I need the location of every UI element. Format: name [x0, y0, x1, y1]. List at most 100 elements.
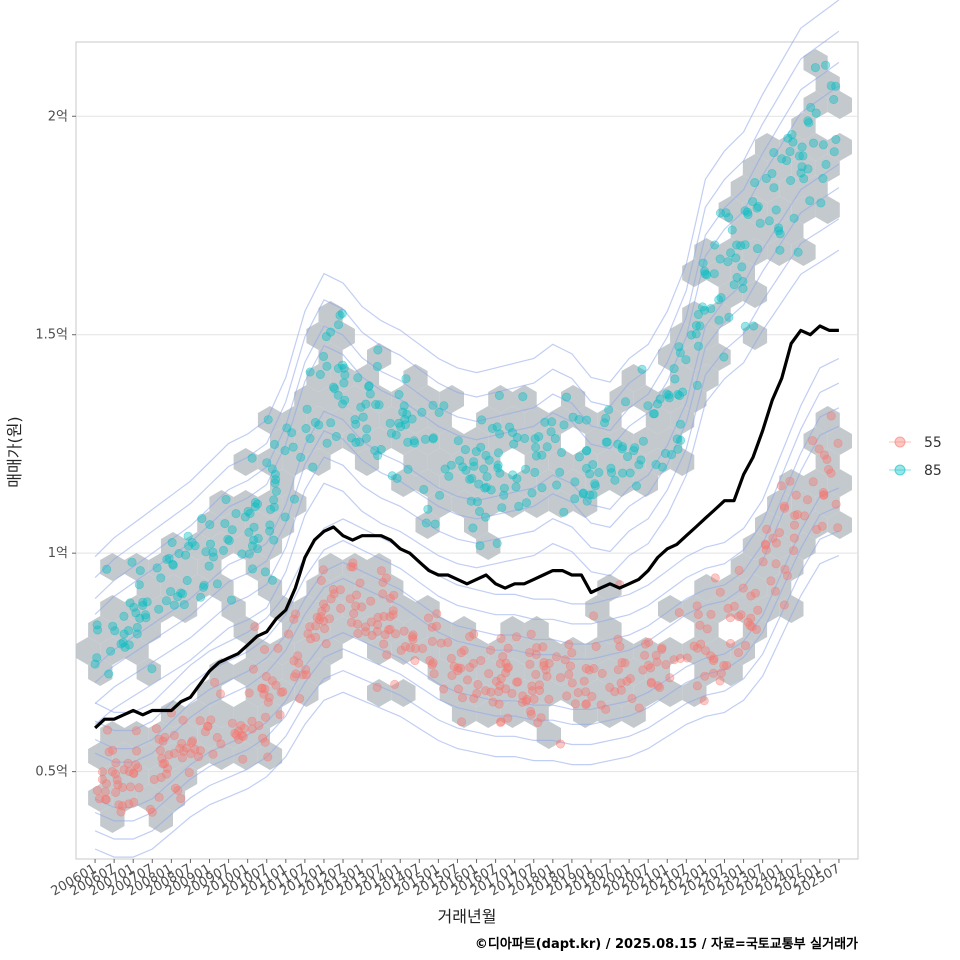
point-55 — [758, 557, 768, 567]
point-85 — [220, 519, 230, 529]
point-55 — [527, 686, 537, 696]
point-55 — [335, 585, 345, 595]
point-55 — [653, 681, 663, 691]
point-85 — [179, 600, 189, 610]
point-55 — [722, 661, 732, 671]
point-55 — [154, 792, 164, 802]
point-85 — [212, 579, 222, 589]
point-55 — [360, 622, 370, 632]
hex-bin — [524, 616, 549, 644]
point-55 — [733, 648, 743, 658]
point-55 — [179, 746, 189, 756]
point-85 — [322, 438, 332, 448]
point-55 — [306, 634, 316, 644]
point-55 — [651, 650, 661, 660]
point-55 — [399, 626, 409, 636]
hex-bin — [197, 553, 222, 581]
point-85 — [749, 321, 759, 331]
point-55 — [439, 684, 449, 694]
point-85 — [444, 471, 454, 481]
hex-bin — [270, 679, 295, 707]
point-85 — [152, 563, 162, 573]
point-85 — [638, 436, 648, 446]
hex-bin — [633, 427, 658, 455]
contour-line — [94, 61, 840, 600]
point-85 — [479, 464, 489, 474]
point-85 — [410, 438, 420, 448]
point-55 — [324, 614, 334, 624]
hex-bin — [476, 658, 501, 686]
point-55 — [833, 523, 843, 533]
point-55 — [151, 724, 161, 734]
point-85 — [602, 437, 612, 447]
point-85 — [493, 463, 503, 473]
point-85 — [594, 467, 604, 477]
point-55 — [284, 629, 294, 639]
point-85 — [495, 468, 505, 478]
point-85 — [752, 203, 762, 213]
point-85 — [385, 418, 395, 428]
point-55 — [789, 533, 799, 543]
point-85 — [709, 269, 719, 279]
hex-bin — [500, 700, 525, 728]
point-85 — [361, 433, 371, 443]
point-55 — [560, 655, 570, 665]
point-85 — [247, 541, 257, 551]
point-85 — [104, 669, 114, 679]
point-55 — [254, 721, 264, 731]
point-55 — [423, 613, 433, 623]
point-55 — [301, 665, 311, 675]
point-85 — [634, 460, 644, 470]
hex-bin — [706, 637, 731, 665]
point-55 — [123, 758, 133, 768]
point-85 — [308, 462, 318, 472]
point-55 — [665, 673, 675, 683]
point-85 — [831, 135, 841, 145]
point-85 — [198, 582, 208, 592]
point-55 — [751, 624, 761, 634]
hex-bin — [767, 532, 792, 560]
point-55 — [301, 670, 311, 680]
hex-bin — [597, 574, 622, 602]
hex-bin — [245, 679, 270, 707]
point-55 — [826, 411, 836, 421]
point-85 — [346, 433, 356, 443]
point-55 — [101, 779, 111, 789]
point-55 — [457, 693, 467, 703]
point-85 — [182, 575, 192, 585]
point-55 — [573, 688, 583, 698]
point-55 — [817, 521, 827, 531]
hex-bin — [815, 448, 840, 476]
point-55 — [188, 736, 198, 746]
contour-line — [94, 425, 840, 763]
point-55 — [184, 768, 194, 778]
point-85 — [581, 446, 591, 456]
point-85 — [492, 422, 502, 432]
point-55 — [353, 619, 363, 629]
point-55 — [473, 679, 483, 689]
point-85 — [578, 488, 588, 498]
hex-bin — [512, 385, 537, 413]
point-55 — [336, 603, 346, 613]
hex-bin — [270, 637, 295, 665]
point-55 — [200, 727, 210, 737]
hex-bin — [742, 280, 768, 308]
hex-bin — [76, 637, 101, 665]
y-tick-label: 2억 — [48, 109, 68, 124]
point-85 — [693, 309, 703, 319]
point-85 — [477, 415, 487, 425]
point-55 — [249, 664, 259, 674]
point-55 — [230, 728, 240, 738]
point-85 — [724, 312, 734, 322]
point-85 — [167, 537, 177, 547]
point-85 — [331, 431, 341, 441]
point-55 — [316, 612, 326, 622]
point-55 — [808, 477, 818, 487]
hex-bin — [730, 637, 755, 665]
point-55 — [709, 654, 719, 664]
point-85 — [253, 533, 263, 543]
hex-bin — [536, 637, 561, 665]
point-85 — [777, 154, 787, 164]
point-55 — [521, 696, 531, 706]
point-85 — [826, 81, 836, 91]
